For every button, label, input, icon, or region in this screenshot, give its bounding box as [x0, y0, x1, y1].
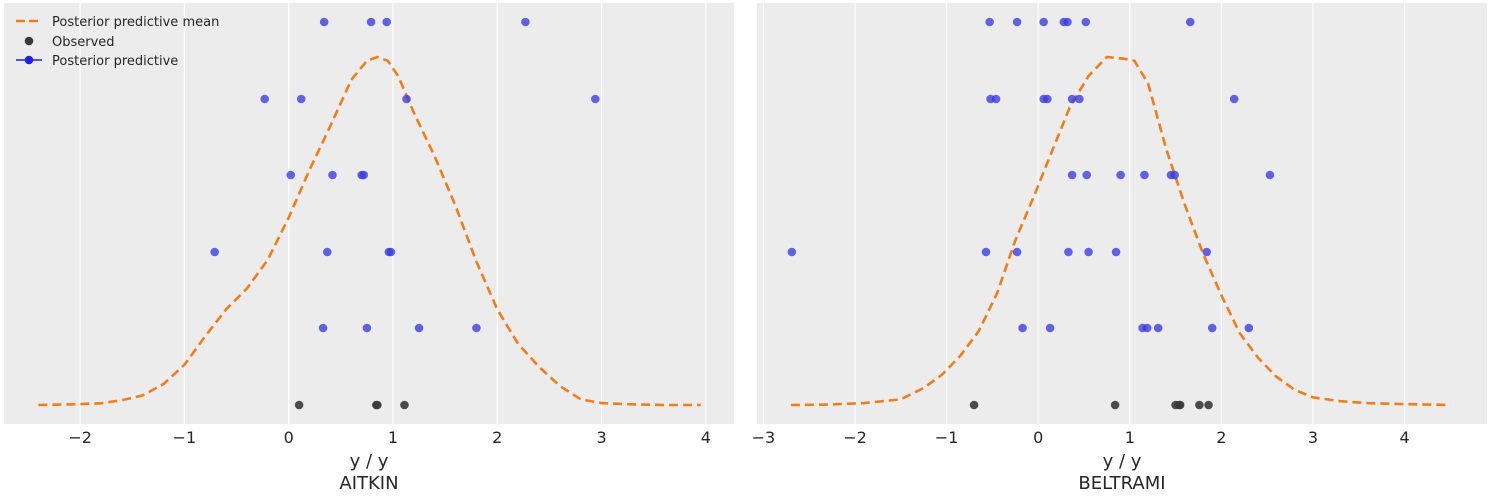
x-tick-label: −2 — [843, 428, 867, 447]
posterior-predictive-mean-line — [38, 55, 701, 407]
x-tick-label: 2 — [1216, 428, 1226, 447]
posterior-predictive-point — [402, 94, 411, 104]
posterior-predictive-point — [1244, 323, 1254, 333]
observed-point — [373, 400, 382, 410]
x-tick-label: 0 — [284, 428, 294, 447]
panel-title: BELTRAMI — [1078, 473, 1165, 494]
posterior-predictive-point — [1185, 17, 1195, 27]
posterior-predictive-point — [1229, 94, 1239, 104]
legend: Posterior predictive mean Observed Posteri… — [16, 15, 219, 69]
posterior-predictive-point — [1140, 170, 1149, 180]
observed-point — [1204, 400, 1213, 410]
legend-item: Observed — [24, 35, 115, 50]
x-tick-label: −1 — [935, 428, 959, 447]
posterior-predictive-point — [1063, 17, 1072, 27]
posterior-predictive-point — [1067, 170, 1077, 180]
posterior-predictive-point — [1265, 170, 1275, 180]
posterior-predictive-point — [1082, 170, 1092, 180]
x-tick-label: −2 — [68, 428, 92, 447]
posterior-predictive-point — [521, 17, 530, 27]
panel-title: AITKIN — [339, 473, 398, 494]
posterior-predictive-point — [1064, 247, 1073, 257]
posterior-predictive-point — [1012, 17, 1022, 27]
posterior-predictive-point — [787, 247, 797, 257]
legend-item: Posterior predictive — [16, 54, 178, 69]
posterior-predictive-point — [1012, 247, 1022, 257]
posterior-predictive-point — [382, 17, 392, 27]
x-tick-label: 4 — [701, 428, 711, 447]
x-tick-label: −3 — [752, 428, 776, 447]
posterior-predictive-point — [1018, 323, 1027, 333]
posterior-predictive-point — [1170, 170, 1179, 180]
posterior-predictive-point — [328, 170, 337, 180]
legend-item: Posterior predictive mean — [16, 15, 219, 30]
posterior-predictive-point — [1045, 323, 1055, 333]
x-tick-label: 2 — [492, 428, 502, 447]
posterior-predictive-point — [591, 94, 600, 104]
x-tick-label: 0 — [1033, 428, 1043, 447]
posterior-predictive-point — [386, 247, 396, 257]
observed-point — [1110, 400, 1120, 410]
posterior-predictive-mean-line — [790, 55, 1451, 407]
observed-point — [294, 400, 304, 410]
observed-point — [969, 400, 979, 410]
legend-label: Posterior predictive — [52, 54, 178, 69]
posterior-predictive-point — [362, 323, 372, 333]
posterior-predictive-point — [1081, 17, 1091, 27]
x-tick-label: 4 — [1399, 428, 1409, 447]
posterior-predictive-point — [318, 323, 328, 333]
x-axis-label: y / y — [1103, 451, 1142, 472]
posterior-predictive-point — [359, 170, 369, 180]
plot-area — [757, 3, 1487, 424]
posterior-predictive-point — [985, 17, 994, 27]
posterior-predictive-point — [1202, 247, 1212, 257]
posterior-predictive-point — [1067, 94, 1077, 104]
observed-point — [1195, 400, 1204, 410]
posterior-predictive-point — [1116, 170, 1125, 180]
legend-dot-icon — [24, 36, 34, 46]
posterior-predictive-point — [286, 170, 296, 180]
posterior-predictive-point — [1043, 94, 1052, 104]
posterior-predictive-point — [1153, 323, 1163, 333]
posterior-predictive-point — [1039, 17, 1048, 27]
posterior-predictive-point — [260, 94, 270, 104]
posterior-predictive-point — [981, 247, 991, 257]
posterior-predictive-point — [1084, 247, 1093, 257]
legend-label: Observed — [52, 35, 115, 50]
observed-point — [400, 400, 409, 410]
posterior-predictive-point — [1075, 94, 1084, 104]
posterior-predictive-point — [319, 17, 329, 27]
observed-point — [1175, 400, 1185, 410]
legend-dot-icon — [24, 55, 34, 65]
plot-area — [4, 3, 734, 424]
posterior-predictive-point — [1207, 323, 1217, 333]
x-tick-label: 3 — [1308, 428, 1318, 447]
posterior-predictive-point — [1142, 323, 1152, 333]
x-tick-label: 3 — [596, 428, 606, 447]
posterior-predictive-point — [322, 247, 332, 257]
x-tick-label: 1 — [1125, 428, 1135, 447]
posterior-predictive-point — [210, 247, 219, 257]
x-tick-label: 1 — [388, 428, 398, 447]
posterior-predictive-point — [366, 17, 376, 27]
posterior-predictive-point — [1111, 247, 1121, 257]
posterior-predictive-point — [296, 94, 306, 104]
x-axis-label: y / y — [350, 451, 389, 472]
x-tick-label: −1 — [173, 428, 197, 447]
posterior-predictive-point — [414, 323, 424, 333]
legend-label: Posterior predictive mean — [52, 15, 219, 30]
posterior-predictive-point — [991, 94, 1001, 104]
posterior-predictive-point — [472, 323, 481, 333]
